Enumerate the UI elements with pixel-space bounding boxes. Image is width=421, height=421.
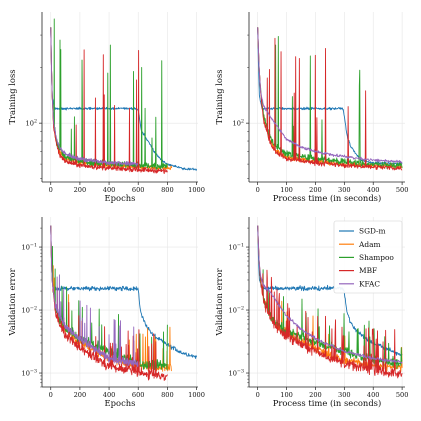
legend-label-adam: Adam (358, 240, 380, 249)
y-axis-title: Validation error (7, 268, 17, 336)
x-tick-label: 0 (256, 391, 260, 399)
x-tick-label: 1000 (188, 186, 205, 194)
x-tick-label: 500 (396, 391, 409, 399)
series-line-kfac (50, 225, 139, 368)
series-line-adam (257, 27, 403, 169)
series-group (257, 225, 403, 379)
y-axis-title: Training loss (214, 69, 224, 124)
series-line-sgd-m (257, 27, 403, 166)
x-tick-label: 0 (49, 186, 53, 194)
y-tick-label: 102 (26, 118, 37, 127)
x-tick-label: 800 (161, 186, 174, 194)
series-group (50, 225, 197, 381)
y-axis-title: Validation error (214, 268, 224, 336)
legend-label-shampoo: Shampoo (359, 253, 394, 262)
series-line-sgd-m (50, 27, 197, 171)
legend-label-kfac: KFAC (359, 279, 380, 288)
series-line-shampoo (257, 27, 403, 169)
x-tick-label: 400 (103, 391, 116, 399)
x-tick-label: 800 (161, 391, 174, 399)
x-tick-label: 400 (103, 186, 116, 194)
panel-1: 0 200 400 600 800 1000 102 Epochs Training loss (7, 12, 205, 203)
y-tick-label: 10−2 (229, 305, 244, 314)
series-line-mbf (257, 225, 403, 379)
x-tick-label: 200 (74, 186, 87, 194)
x-tick-label: 1000 (188, 391, 205, 399)
x-tick-label: 400 (367, 391, 380, 399)
panel-4: 0 100 200 300 400 500 10−1 10−2 10−3 Process time… (214, 217, 408, 408)
legend: SGD-m Adam Shampoo MBF KFAC (333, 220, 403, 294)
series-line-mbf (50, 225, 168, 381)
y-axis-title: Training loss (7, 69, 17, 124)
x-tick-label: 100 (280, 391, 293, 399)
x-tick-label: 200 (74, 391, 87, 399)
series-group (50, 18, 197, 175)
x-tick-label: 0 (256, 186, 260, 194)
legend-box (333, 220, 403, 294)
x-tick-label: 600 (132, 391, 145, 399)
x-tick-label: 300 (338, 186, 351, 194)
x-tick-label: 300 (338, 391, 351, 399)
x-tick-label: 600 (132, 186, 145, 194)
y-tick-label: 10−1 (229, 242, 244, 251)
series-line-kfac (257, 225, 403, 364)
series-line-mbf (257, 27, 403, 171)
x-tick-label: 100 (280, 186, 293, 194)
series-line-kfac (50, 27, 139, 167)
series-line-mbf (50, 27, 168, 175)
panel-2: 0 100 200 300 400 500 102 Process time (in seco… (214, 12, 408, 203)
series-group (257, 27, 403, 171)
series-line-sgd-m (50, 225, 197, 359)
legend-label-mbf: MBF (359, 266, 377, 275)
x-axis-title: Process time (in seconds) (273, 398, 382, 408)
x-axis-title: Process time (in seconds) (273, 193, 382, 203)
x-tick-label: 200 (309, 391, 322, 399)
x-tick-label: 500 (396, 186, 409, 194)
y-tick-label: 10−2 (22, 305, 37, 314)
x-tick-label: 200 (309, 186, 322, 194)
x-axis-title: Epochs (105, 398, 136, 408)
series-line-kfac (257, 27, 403, 164)
x-axis-title: Epochs (105, 193, 136, 203)
y-tick-label: 10−3 (229, 368, 244, 377)
x-tick-label: 0 (49, 391, 53, 399)
series-line-sgd-m (257, 225, 403, 357)
y-tick-label: 10−1 (22, 242, 37, 251)
series-line-adam (50, 27, 173, 171)
x-tick-label: 400 (367, 186, 380, 194)
y-tick-label: 10−3 (22, 368, 37, 377)
legend-label-sgd-m: SGD-m (359, 227, 386, 236)
y-tick-label: 102 (233, 118, 244, 127)
panel-3: 0 200 400 600 800 1000 10−1 10−2 10−3 Epochs Valid… (7, 217, 205, 408)
